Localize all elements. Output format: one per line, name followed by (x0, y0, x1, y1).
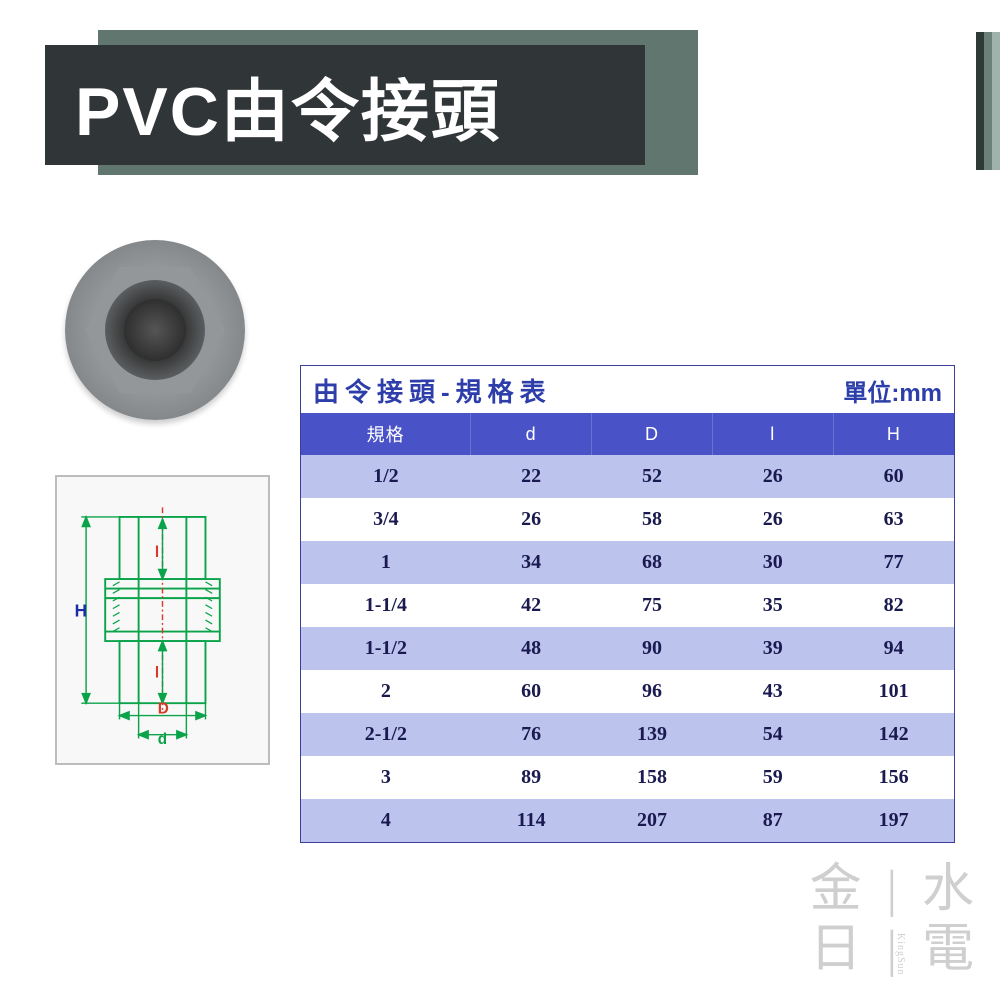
table-cell: 2 (301, 670, 471, 713)
table-cell: 82 (833, 584, 954, 627)
watermark-line: 金 | 水 (810, 860, 980, 920)
col-header: D (592, 413, 713, 455)
table-cell: 43 (712, 670, 833, 713)
watermark-line: 日 | 電 (810, 920, 980, 980)
table-row: 2609643101 (301, 670, 954, 713)
table-cell: 1/2 (301, 455, 471, 498)
table-cell: 52 (592, 455, 713, 498)
table-cell: 87 (712, 799, 833, 842)
table-cell: 22 (471, 455, 592, 498)
table-cell: 139 (592, 713, 713, 756)
table-cell: 35 (712, 584, 833, 627)
table-cell: 3/4 (301, 498, 471, 541)
table-cell: 42 (471, 584, 592, 627)
table-cell: 30 (712, 541, 833, 584)
table-cell: 1-1/4 (301, 584, 471, 627)
table-cell: 197 (833, 799, 954, 842)
table-cell: 68 (592, 541, 713, 584)
table-cell: 34 (471, 541, 592, 584)
table-cell: 77 (833, 541, 954, 584)
table-cell: 26 (712, 455, 833, 498)
col-header: d (471, 413, 592, 455)
table-cell: 59 (712, 756, 833, 799)
spec-table-container: 由令接頭-規格表 單位:mm 規格 d D l H 1/2225226603/4… (300, 365, 955, 843)
table-cell: 3 (301, 756, 471, 799)
table-cell: 63 (833, 498, 954, 541)
col-header: H (833, 413, 954, 455)
col-header: l (712, 413, 833, 455)
spec-table: 規格 d D l H 1/2225226603/4265826631346830… (301, 413, 954, 842)
col-header: 規格 (301, 413, 471, 455)
dim-label-l-bot: l (155, 664, 159, 681)
dimension-diagram: H l l D d (55, 475, 270, 765)
table-cell: 1-1/2 (301, 627, 471, 670)
table-cell: 96 (592, 670, 713, 713)
table-cell: 90 (592, 627, 713, 670)
corner-stripe (976, 32, 1000, 170)
watermark-sub: KingSun (895, 933, 907, 976)
table-cell: 207 (592, 799, 713, 842)
table-cell: 26 (712, 498, 833, 541)
dim-label-d: d (158, 731, 167, 748)
table-row: 2-1/27613954142 (301, 713, 954, 756)
watermark: 金 | 水 日 | 電 KingSun (810, 860, 980, 980)
table-row: 38915859156 (301, 756, 954, 799)
table-unit: 單位:mm (843, 373, 942, 408)
table-cell: 4 (301, 799, 471, 842)
table-cell: 76 (471, 713, 592, 756)
table-cell: 94 (833, 627, 954, 670)
dim-label-H: H (75, 600, 87, 620)
header-title-bar: PVC由令接頭 (45, 45, 645, 165)
table-row: 1-1/248903994 (301, 627, 954, 670)
table-row: 134683077 (301, 541, 954, 584)
table-title: 由令接頭-規格表 (313, 372, 552, 409)
table-cell: 39 (712, 627, 833, 670)
table-header-row: 規格 d D l H (301, 413, 954, 455)
table-cell: 114 (471, 799, 592, 842)
table-cell: 1 (301, 541, 471, 584)
table-row: 1/222522660 (301, 455, 954, 498)
table-row: 1-1/442753582 (301, 584, 954, 627)
table-cell: 101 (833, 670, 954, 713)
table-cell: 142 (833, 713, 954, 756)
table-cell: 156 (833, 756, 954, 799)
table-cell: 60 (471, 670, 592, 713)
dim-label-l-top: l (155, 544, 159, 561)
table-cell: 58 (592, 498, 713, 541)
table-cell: 158 (592, 756, 713, 799)
table-cell: 75 (592, 584, 713, 627)
table-cell: 89 (471, 756, 592, 799)
table-cell: 26 (471, 498, 592, 541)
table-row: 3/426582663 (301, 498, 954, 541)
product-photo (55, 230, 255, 430)
table-cell: 48 (471, 627, 592, 670)
table-cell: 60 (833, 455, 954, 498)
page-title: PVC由令接頭 (75, 56, 501, 155)
table-cell: 2-1/2 (301, 713, 471, 756)
table-row: 411420787197 (301, 799, 954, 842)
dim-label-D: D (158, 701, 169, 718)
table-cell: 54 (712, 713, 833, 756)
